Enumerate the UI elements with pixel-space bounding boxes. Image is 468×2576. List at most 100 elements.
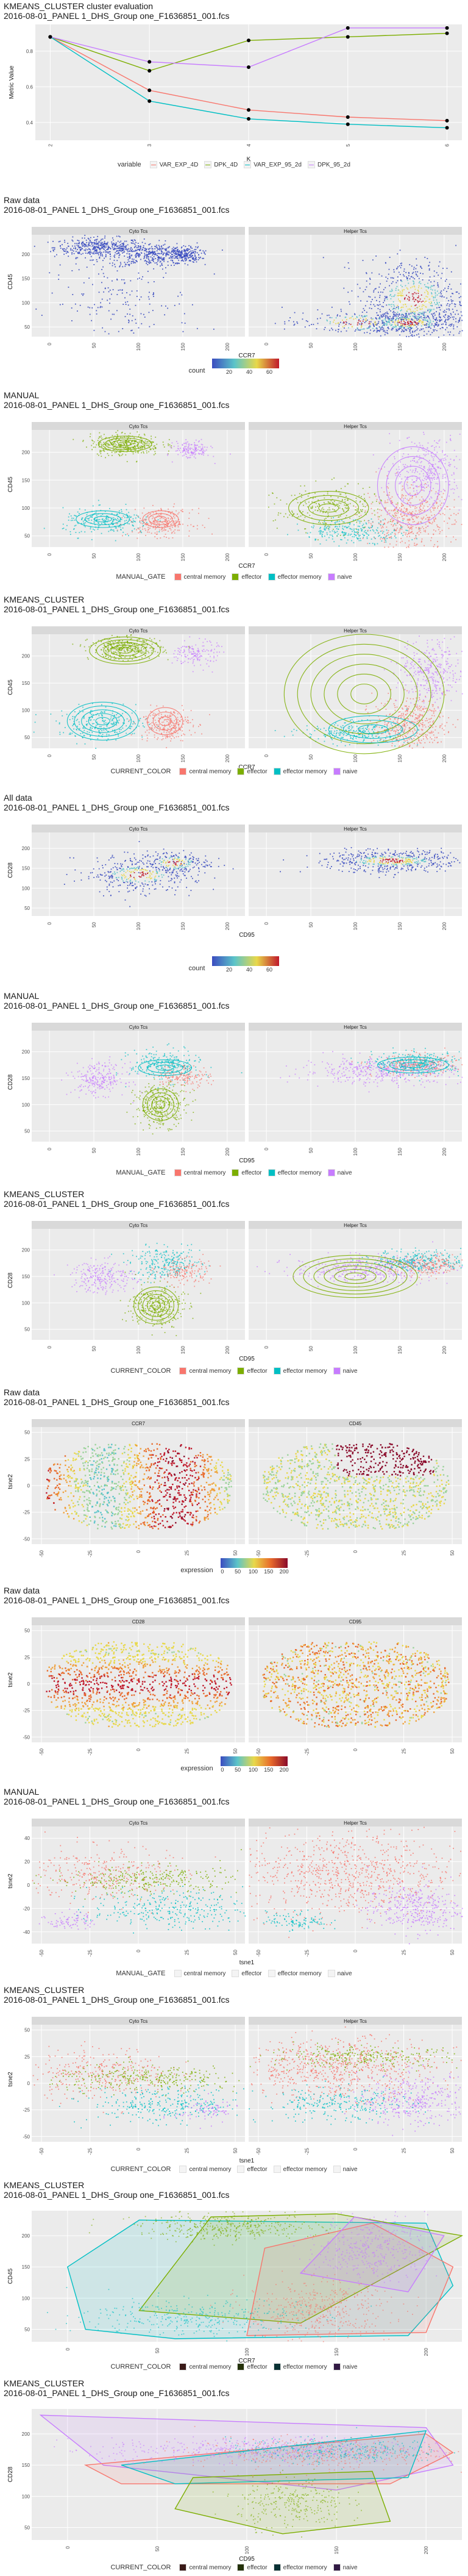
data-point <box>89 248 91 250</box>
data-point <box>146 254 147 256</box>
data-point <box>422 447 424 448</box>
density-contour <box>395 465 431 506</box>
data-point <box>400 267 402 268</box>
data-point <box>83 245 85 246</box>
data-point <box>401 478 403 480</box>
data-point <box>326 532 328 534</box>
data-point <box>381 316 383 318</box>
data-point <box>99 257 101 259</box>
data-point <box>147 252 149 254</box>
data-point <box>129 256 130 258</box>
data-point <box>52 247 54 249</box>
data-point <box>406 437 408 439</box>
data-point <box>63 248 65 249</box>
data-point <box>132 531 133 533</box>
facet-strip <box>32 626 245 634</box>
data-point <box>383 507 385 509</box>
data-point <box>109 251 111 252</box>
data-point <box>119 236 121 238</box>
data-point <box>340 538 342 540</box>
data-point <box>425 479 427 481</box>
data-point <box>247 116 250 121</box>
data-point <box>442 451 444 453</box>
data-point <box>397 510 399 512</box>
data-point <box>360 300 361 302</box>
data-point <box>333 501 335 503</box>
data-point <box>112 280 113 282</box>
data-point <box>291 495 292 496</box>
data-point <box>114 256 116 258</box>
legend-key <box>268 573 275 581</box>
data-point <box>365 522 367 524</box>
data-point <box>362 316 364 318</box>
data-point <box>434 293 436 295</box>
data-point <box>327 526 328 528</box>
colorbar-gradient <box>212 359 280 368</box>
data-point <box>139 249 141 251</box>
data-point <box>346 527 347 529</box>
data-point <box>138 253 139 255</box>
data-point <box>133 445 135 446</box>
data-point <box>169 444 171 446</box>
data-point <box>104 443 105 445</box>
data-point <box>433 330 434 332</box>
data-point <box>89 251 91 252</box>
data-point <box>366 320 367 321</box>
data-point <box>92 248 93 250</box>
data-point <box>126 448 128 449</box>
data-point <box>190 253 191 255</box>
data-point <box>406 503 408 504</box>
data-point <box>312 498 314 499</box>
data-point <box>416 455 418 457</box>
data-point <box>280 499 282 501</box>
data-point <box>177 257 179 259</box>
data-point <box>374 306 376 307</box>
data-point <box>130 247 132 249</box>
data-point <box>389 257 391 258</box>
data-point <box>96 240 98 242</box>
data-point <box>144 250 146 252</box>
data-point <box>114 526 116 527</box>
data-point <box>422 300 424 302</box>
data-point <box>347 509 349 511</box>
data-point <box>124 448 126 450</box>
data-point <box>392 301 394 302</box>
data-point <box>333 509 335 510</box>
data-point <box>98 254 99 256</box>
data-point <box>166 526 168 527</box>
data-point <box>148 652 150 654</box>
data-point <box>408 271 410 273</box>
data-point <box>365 318 367 320</box>
facet-label: Cyto Tcs <box>129 628 148 634</box>
data-point <box>438 506 439 507</box>
data-point <box>321 535 323 537</box>
data-point <box>396 540 397 542</box>
data-point <box>343 322 345 324</box>
data-point <box>397 521 399 523</box>
data-point <box>414 470 416 471</box>
data-point <box>144 528 146 529</box>
data-point <box>156 531 158 533</box>
data-point <box>97 246 99 248</box>
data-point <box>198 512 199 514</box>
data-point <box>115 245 116 246</box>
data-point <box>405 511 406 513</box>
data-point <box>91 242 93 244</box>
data-point <box>378 518 380 520</box>
data-point <box>188 518 190 519</box>
data-point <box>412 319 414 321</box>
data-point <box>184 443 186 444</box>
data-point <box>113 656 115 657</box>
data-point <box>416 532 418 534</box>
data-point <box>389 543 391 545</box>
data-point <box>128 535 129 537</box>
data-point <box>333 541 335 543</box>
data-point <box>53 250 54 252</box>
data-point <box>303 519 305 521</box>
data-point <box>105 251 107 253</box>
data-point <box>162 248 164 249</box>
data-point <box>319 504 320 506</box>
data-point <box>340 493 342 495</box>
data-point <box>178 519 180 520</box>
data-point <box>71 239 73 241</box>
